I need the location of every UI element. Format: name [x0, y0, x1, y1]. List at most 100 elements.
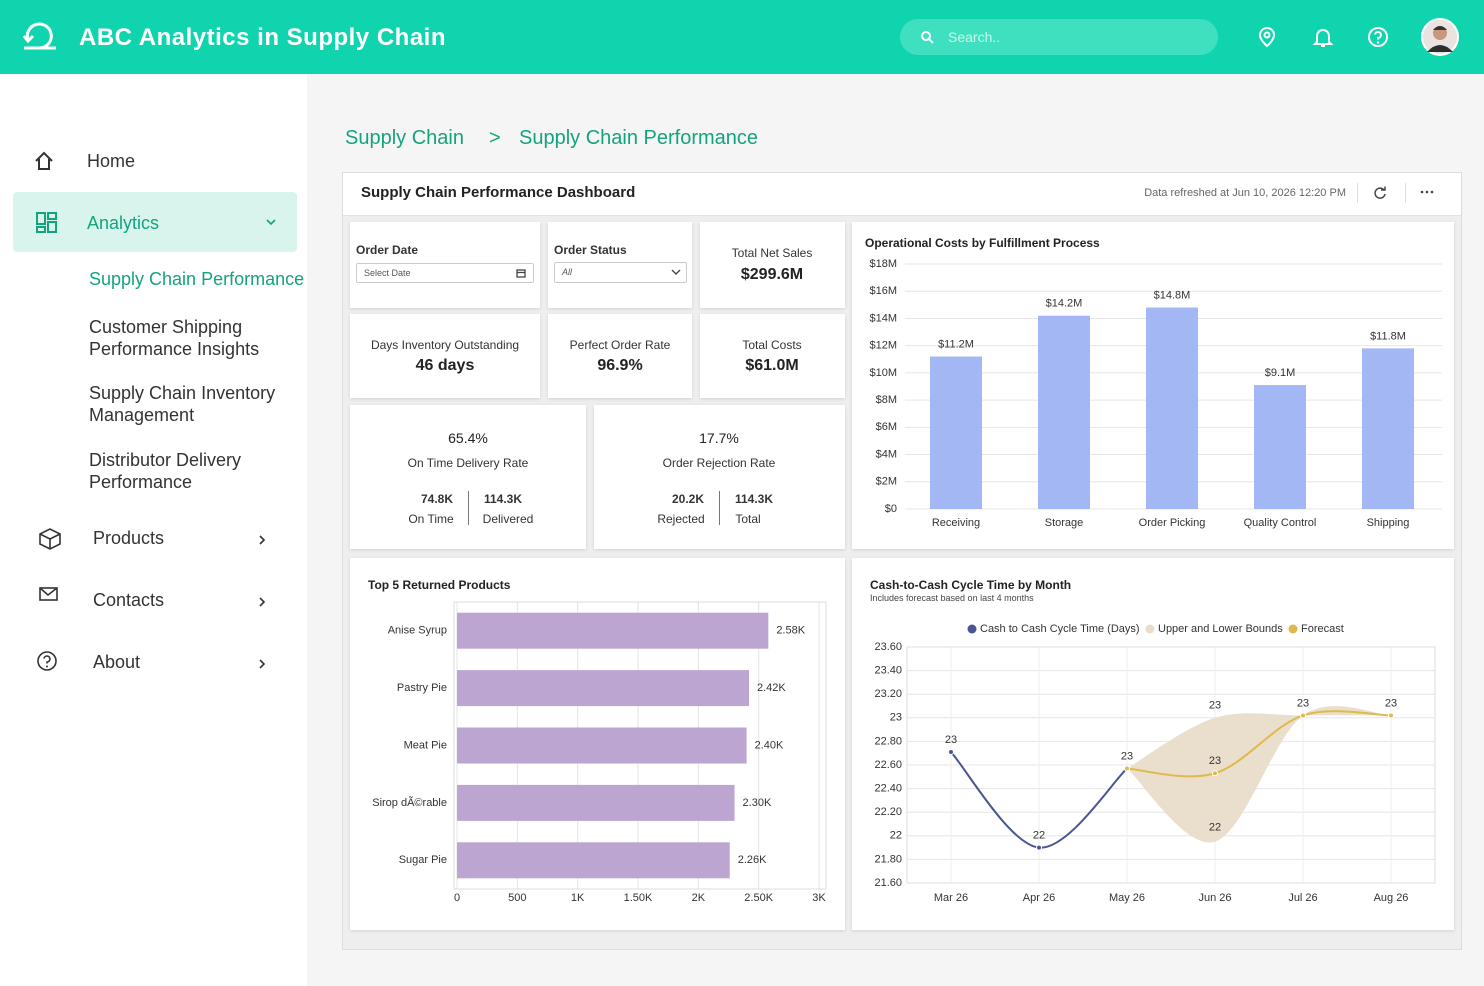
x-tick-label: May 26: [1109, 892, 1145, 904]
more-button[interactable]: [1419, 188, 1435, 196]
nav-analytics[interactable]: Analytics: [87, 213, 160, 233]
nav-sub-item[interactable]: Distributor Delivery Performance: [89, 450, 242, 492]
data-point: [1036, 844, 1042, 851]
kpi-value: 96.9%: [597, 357, 643, 374]
y-tick-label: 23.60: [874, 641, 902, 653]
kpi-value: $61.0M: [745, 357, 799, 374]
calendar-icon[interactable]: [516, 268, 526, 278]
data-label: 23: [1209, 700, 1221, 712]
y-tick-label: 23.40: [874, 665, 902, 677]
nav-home[interactable]: Home: [87, 151, 136, 171]
dashboard-title: Supply Chain Performance Dashboard: [361, 184, 636, 201]
nav-active-background[interactable]: [13, 192, 297, 252]
bar: [457, 727, 747, 764]
data-label: 22: [1033, 830, 1045, 842]
kpi-label: Total Net Sales: [731, 246, 813, 260]
x-tick-label: 3K: [812, 892, 826, 904]
separator: [1357, 183, 1358, 203]
kpi-label: Days Inventory Outstanding: [370, 338, 520, 352]
separator: [719, 491, 720, 525]
kpi-value: 46 days: [415, 357, 475, 374]
data-point: [1388, 712, 1394, 719]
legend-swatch: [967, 624, 977, 634]
status-select[interactable]: All: [554, 262, 687, 283]
bar: [1254, 385, 1306, 509]
chart-title: Cash-to-Cash Cycle Time by Month: [870, 578, 1072, 592]
nav-sub-item[interactable]: Supply Chain Performance: [89, 269, 305, 289]
rate-card: [350, 405, 586, 549]
date-input[interactable]: Select Date: [356, 263, 534, 283]
chart-title: Operational Costs by Fulfillment Process: [865, 236, 1100, 250]
x-tick-label: 0: [454, 892, 460, 904]
data-label: 23: [1121, 750, 1133, 762]
y-tick-label: 23: [890, 712, 902, 724]
data-label: $9.1M: [1265, 367, 1296, 379]
rate-value: 17.7%: [699, 430, 739, 446]
data-label: 2.30K: [743, 797, 772, 809]
x-tick-label: 2K: [692, 892, 706, 904]
x-tick-label: Shipping: [1367, 517, 1410, 529]
location-icon[interactable]: [1256, 26, 1278, 48]
data-label: 2.26K: [738, 854, 767, 866]
bar: [457, 842, 730, 879]
nav-about[interactable]: About: [93, 652, 141, 672]
chevron-down: [266, 219, 276, 226]
x-tick-label: Apr 26: [1023, 892, 1055, 904]
data-point: [948, 749, 954, 756]
y-tick-label: 22.40: [874, 783, 902, 795]
x-tick-label: 2.50K: [744, 892, 773, 904]
separator: [1405, 183, 1406, 203]
y-tick-label: 22.80: [874, 735, 902, 747]
kpi-card: [700, 314, 845, 398]
x-tick-label: Quality Control: [1244, 517, 1317, 529]
refresh-button[interactable]: [1373, 186, 1387, 200]
app-title: ABC Analytics in Supply Chain: [79, 24, 446, 51]
data-point: [1300, 712, 1306, 719]
x-tick-label: Order Picking: [1139, 517, 1206, 529]
data-label: 23: [1209, 755, 1221, 767]
header: [0, 0, 1484, 74]
data-label: 2.58K: [776, 625, 805, 637]
bar: [457, 670, 750, 707]
chevron-down: [671, 269, 681, 275]
y-tick-label: $16M: [869, 285, 897, 297]
data-label: 2.40K: [755, 739, 784, 751]
refresh-time: Data refreshed at Jun 10, 2026 12:20 PM: [1144, 187, 1346, 199]
legend-label: Forecast: [1301, 623, 1344, 635]
x-tick-label: 1.50K: [624, 892, 653, 904]
x-tick-label: Receiving: [932, 517, 980, 529]
search-box[interactable]: Search..: [900, 19, 1218, 55]
plot-frame: [453, 601, 827, 890]
nav-contacts[interactable]: Contacts: [93, 590, 165, 610]
y-tick-label: $2M: [876, 476, 897, 488]
x-tick-label: 500: [508, 892, 526, 904]
y-tick-label: $12M: [869, 340, 897, 352]
x-tick-label: Jul 26: [1288, 892, 1317, 904]
filter-label: Order Status: [554, 243, 627, 257]
breadcrumb-item: Supply Chain Performance: [519, 127, 759, 149]
x-tick-label: Mar 26: [934, 892, 968, 904]
user-avatar[interactable]: [1421, 18, 1459, 56]
data-point: [1124, 765, 1130, 772]
y-tick-label: $10M: [869, 367, 897, 379]
search-placeholder: Search..: [948, 29, 1001, 45]
nav-products[interactable]: Products: [93, 528, 165, 548]
breadcrumb-item[interactable]: Supply Chain: [345, 127, 464, 149]
nav-sub-item[interactable]: Customer Shipping Performance Insights: [89, 317, 260, 359]
y-tick-label: Anise Syrup: [388, 625, 447, 637]
bar: [930, 356, 982, 509]
about-icon: [37, 651, 57, 671]
bell-icon[interactable]: [1312, 26, 1334, 48]
x-tick-label: Jun 26: [1198, 892, 1231, 904]
nav-sub-item[interactable]: Supply Chain Inventory Management: [89, 383, 276, 425]
date-placeholder: Select Date: [364, 268, 411, 278]
kpi-card: [350, 314, 540, 398]
chevron-right: [259, 659, 266, 669]
rate-part-label: Rejected: [657, 512, 705, 526]
help-icon[interactable]: [1367, 26, 1389, 48]
status-value: All: [562, 267, 573, 277]
y-tick-label: 23.20: [874, 688, 902, 700]
